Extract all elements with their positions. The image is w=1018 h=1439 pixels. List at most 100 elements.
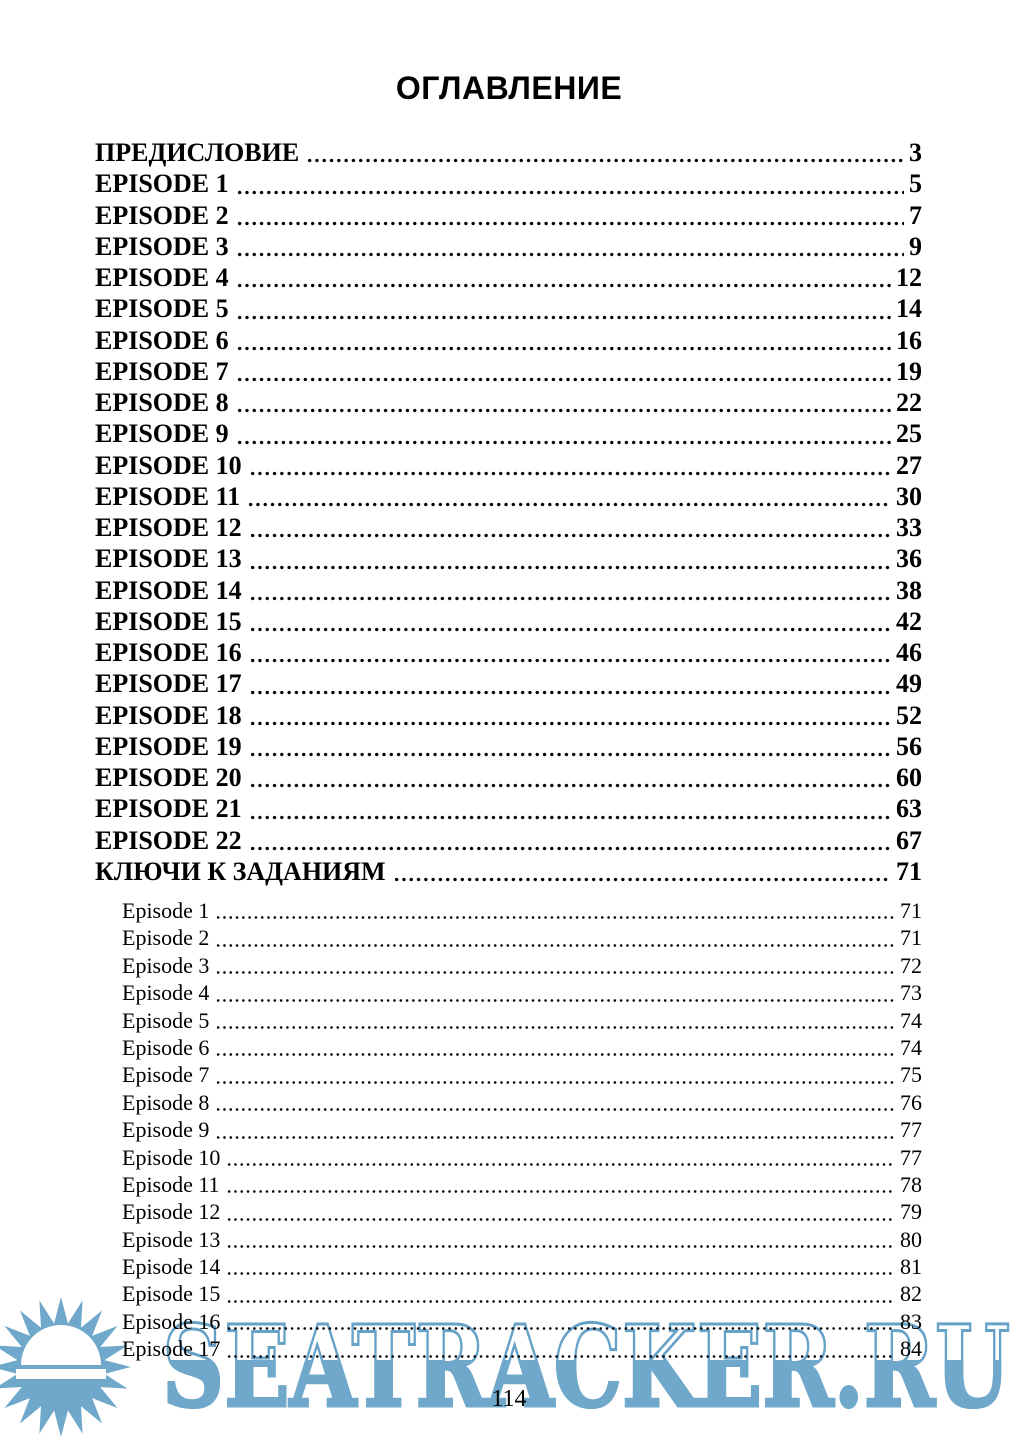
toc-entry-label: Episode 10 [122, 1144, 221, 1170]
toc-entry-label: Episode 2 [122, 925, 210, 951]
toc-sub-entry: Episode 16 83 [122, 1308, 922, 1335]
toc-entry: EPISODE 19 56 [95, 731, 922, 762]
toc-sub-entry: Episode 9 77 [122, 1116, 922, 1143]
toc-entry-page: 16 [896, 325, 922, 355]
toc-entry-label: EPISODE 16 [95, 638, 242, 667]
dot-leader [226, 1216, 895, 1222]
toc-entry: EPISODE 8 22 [95, 387, 922, 418]
dot-leader [215, 970, 895, 976]
toc-entry: КЛЮЧИ К ЗАДАНИЯМ 71 [95, 856, 922, 887]
toc-entry: EPISODE 21 63 [95, 793, 922, 824]
toc-entry-label: EPISODE 7 [95, 356, 229, 386]
dot-leader [248, 563, 891, 571]
toc-entry-page: 82 [900, 1281, 922, 1307]
toc-entry-label: EPISODE 3 [95, 231, 229, 261]
toc-entry-page: 81 [900, 1254, 922, 1280]
toc-entry: EPISODE 14 38 [95, 575, 922, 606]
toc-entry-page: 74 [900, 1034, 922, 1060]
toc-entry-page: 78 [900, 1171, 922, 1197]
toc-entry-page: 56 [896, 731, 922, 761]
toc-entry-label: EPISODE 13 [95, 544, 242, 574]
dot-leader [235, 282, 891, 290]
toc-entry: ПРЕДИСЛОВИЕ 3 [95, 137, 922, 168]
dot-leader [235, 188, 904, 196]
toc-entry: EPISODE 12 33 [95, 512, 922, 543]
dot-leader [215, 997, 895, 1003]
dot-leader [248, 844, 891, 852]
toc-entry: EPISODE 13 36 [95, 543, 922, 574]
toc-entry-page: 77 [900, 1117, 922, 1143]
toc-main-list: ПРЕДИСЛОВИЕ 3 EPISODE 1 5 EPISODE 2 7 [95, 137, 922, 887]
toc-sub-entry: Episode 5 74 [122, 1007, 922, 1034]
toc-entry-page: 76 [900, 1089, 922, 1115]
toc-entry: EPISODE 20 60 [95, 762, 922, 793]
dot-leader [226, 1353, 895, 1359]
dot-leader [215, 1024, 895, 1030]
toc-entry: EPISODE 1 5 [95, 168, 922, 199]
toc-sub-list: Episode 1 71 Episode 2 71 Episode 3 72 [95, 897, 922, 1363]
dot-leader [248, 813, 891, 821]
toc-entry: EPISODE 4 12 [95, 262, 922, 293]
dot-leader [215, 1107, 895, 1113]
toc-entry: EPISODE 18 52 [95, 700, 922, 731]
toc-sub-entry: Episode 1 71 [122, 897, 922, 924]
toc-sub-entry: Episode 4 73 [122, 979, 922, 1006]
dot-leader [225, 1189, 895, 1195]
toc-entry-label: Episode 12 [122, 1199, 221, 1225]
table-of-contents: ПРЕДИСЛОВИЕ 3 EPISODE 1 5 EPISODE 2 7 [95, 137, 922, 1363]
toc-entry-label: EPISODE 6 [95, 325, 229, 355]
dot-leader [248, 751, 891, 758]
toc-entry-page: 73 [900, 980, 922, 1006]
dot-leader [248, 532, 891, 540]
toc-entry-page: 79 [900, 1199, 922, 1225]
toc-entry-page: 63 [896, 794, 922, 824]
toc-entry-page: 30 [896, 481, 922, 511]
toc-entry-page: 67 [896, 825, 922, 855]
dot-leader [215, 1052, 895, 1058]
toc-sub-entry: Episode 13 80 [122, 1226, 922, 1253]
toc-entry-label: EPISODE 9 [95, 419, 229, 449]
page-number: 114 [491, 1386, 527, 1412]
dot-leader [235, 313, 891, 321]
toc-sub-entry: Episode 11 78 [122, 1171, 922, 1198]
toc-sub-entry: Episode 7 75 [122, 1061, 922, 1088]
watermark-text-outline: SEATRACKER.RU [162, 1302, 1010, 1424]
toc-entry-page: 71 [896, 856, 922, 886]
dot-leader [235, 376, 891, 383]
toc-entry-label: EPISODE 2 [95, 200, 229, 230]
toc-entry: EPISODE 3 9 [95, 231, 922, 262]
toc-entry-label: Episode 16 [122, 1308, 221, 1334]
toc-entry-page: 14 [896, 294, 922, 324]
toc-entry-page: 36 [896, 544, 922, 574]
dot-leader [248, 626, 891, 633]
toc-entry-label: EPISODE 1 [95, 169, 229, 199]
toc-entry-page: 33 [896, 513, 922, 542]
toc-entry-label: EPISODE 15 [95, 606, 242, 636]
toc-entry: EPISODE 10 27 [95, 450, 922, 481]
toc-sub-entry: Episode 10 77 [122, 1144, 922, 1171]
toc-entry-page: 80 [900, 1226, 922, 1252]
toc-entry-page: 83 [900, 1308, 922, 1334]
toc-entry-page: 27 [896, 450, 922, 480]
toc-entry-page: 38 [896, 575, 922, 605]
toc-entry-label: EPISODE 18 [95, 700, 242, 730]
dot-leader [215, 1134, 895, 1140]
dot-leader [215, 942, 895, 948]
dot-leader [226, 1161, 895, 1167]
dot-leader [226, 1271, 895, 1277]
toc-entry-label: Episode 6 [122, 1034, 210, 1060]
toc-entry-page: 46 [896, 638, 922, 667]
toc-entry: EPISODE 7 19 [95, 356, 922, 387]
toc-sub-entry: Episode 14 81 [122, 1253, 922, 1280]
dot-leader [248, 782, 891, 790]
dot-leader [226, 1326, 895, 1332]
toc-entry-page: 25 [896, 419, 922, 449]
dot-leader [248, 469, 891, 477]
toc-entry-label: Episode 14 [122, 1254, 221, 1280]
toc-entry-page: 75 [900, 1062, 922, 1088]
dot-leader [235, 344, 891, 352]
toc-entry-label: EPISODE 8 [95, 388, 229, 417]
dot-leader [235, 407, 891, 415]
toc-entry: EPISODE 16 46 [95, 637, 922, 668]
